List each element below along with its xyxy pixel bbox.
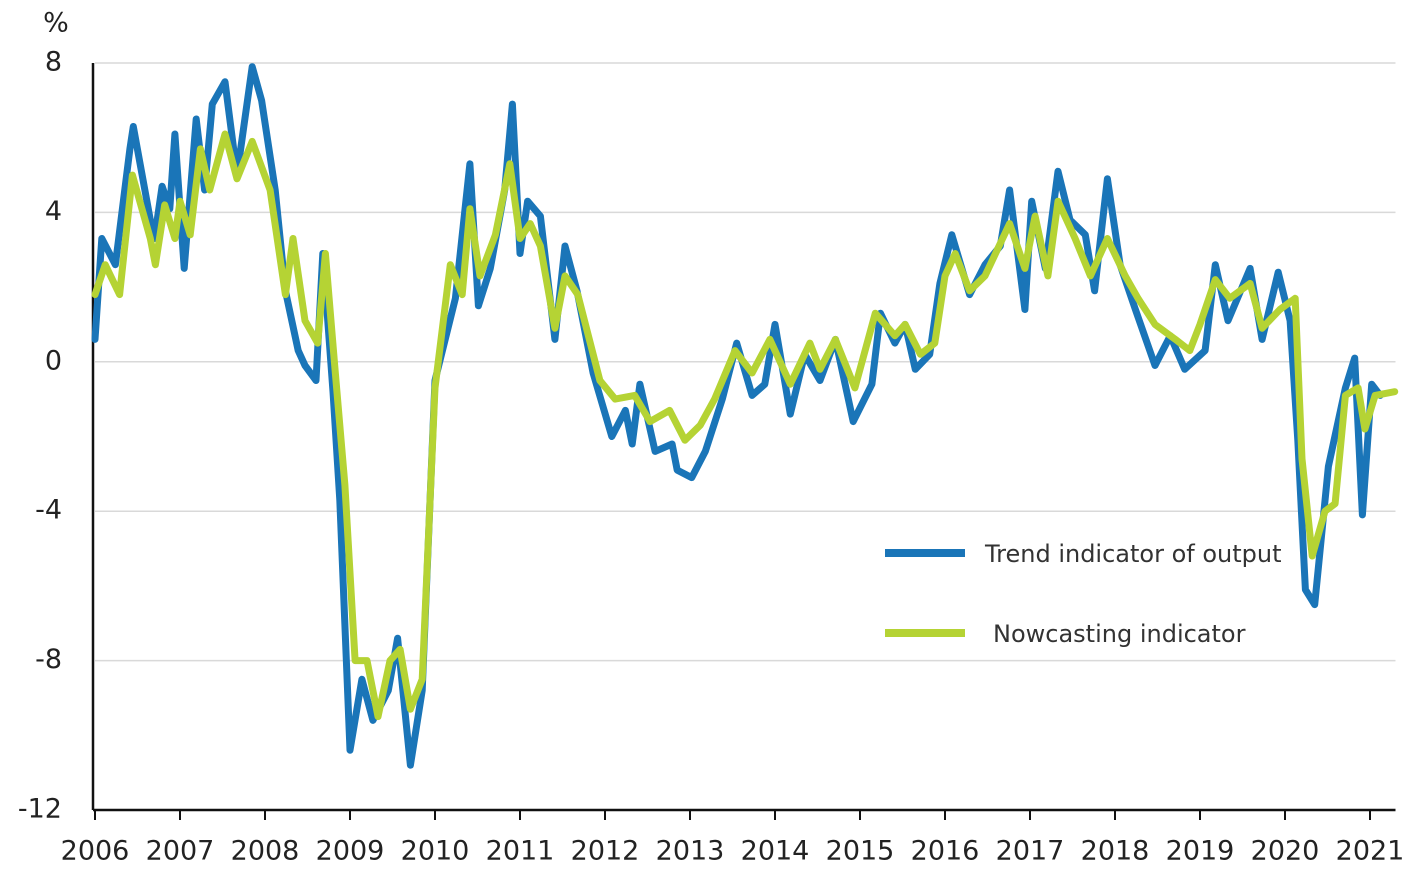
- x-tick-label: 2021: [1336, 836, 1405, 867]
- x-tick-label: 2013: [656, 836, 725, 867]
- x-tick-label: 2010: [401, 836, 470, 867]
- x-tick-label: 2009: [316, 836, 385, 867]
- x-tick-label: 2017: [996, 836, 1065, 867]
- x-tick-label: 2019: [1166, 836, 1235, 867]
- legend-label: Nowcasting indicator: [993, 620, 1246, 648]
- x-tick-label: 2006: [61, 836, 130, 867]
- y-tick-label: 4: [45, 196, 62, 227]
- y-tick-label: 8: [45, 47, 62, 78]
- y-tick-label: -12: [18, 794, 62, 825]
- x-tick-label: 2015: [826, 836, 895, 867]
- x-tick-label: 2014: [741, 836, 810, 867]
- x-tick-label: 2016: [911, 836, 980, 867]
- line-series: [91, 63, 1384, 769]
- x-tick-label: 2012: [571, 836, 640, 867]
- legend-label: Trend indicator of output: [984, 540, 1282, 568]
- y-tick-label: 0: [45, 345, 62, 376]
- x-tick-label: 2008: [231, 836, 300, 867]
- x-tick-label: 2018: [1081, 836, 1150, 867]
- y-tick-label: -8: [35, 644, 62, 675]
- y-tick-label: -4: [35, 495, 62, 526]
- x-tick-label: 2020: [1251, 836, 1320, 867]
- x-tick-label: 2011: [486, 836, 555, 867]
- x-tick-label: 2007: [146, 836, 215, 867]
- line-series: [91, 130, 1399, 721]
- y-unit-label: %: [43, 8, 69, 39]
